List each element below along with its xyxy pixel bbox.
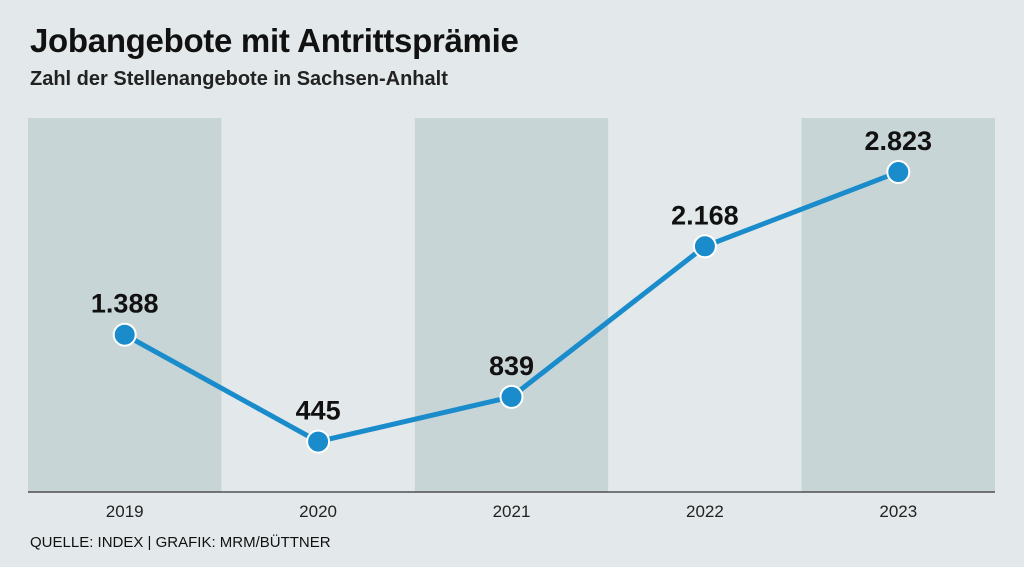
data-point [499, 384, 524, 409]
band-2021 [414, 118, 609, 492]
band-2019 [28, 118, 222, 492]
x-tick-label: 2021 [493, 502, 531, 521]
data-label: 1.388 [91, 289, 159, 319]
data-point [112, 322, 137, 347]
data-label: 2.168 [671, 200, 739, 230]
source-credit: QUELLE: INDEX | GRAFIK: MRM/BÜTTNER [30, 534, 331, 551]
chart-title: Jobangebote mit Antrittsprämie [30, 22, 519, 59]
x-tick-label: 2022 [686, 502, 724, 521]
data-point [692, 234, 717, 259]
data-label: 2.823 [865, 126, 933, 156]
data-point [306, 429, 331, 454]
data-label: 445 [296, 396, 341, 426]
data-label: 839 [489, 351, 534, 381]
x-tick-label: 2019 [106, 502, 144, 521]
chart-subtitle: Zahl der Stellenangebote in Sachsen-Anha… [30, 68, 448, 90]
data-point [886, 160, 911, 185]
x-tick-label: 2020 [299, 502, 337, 521]
x-tick-label: 2023 [879, 502, 917, 521]
